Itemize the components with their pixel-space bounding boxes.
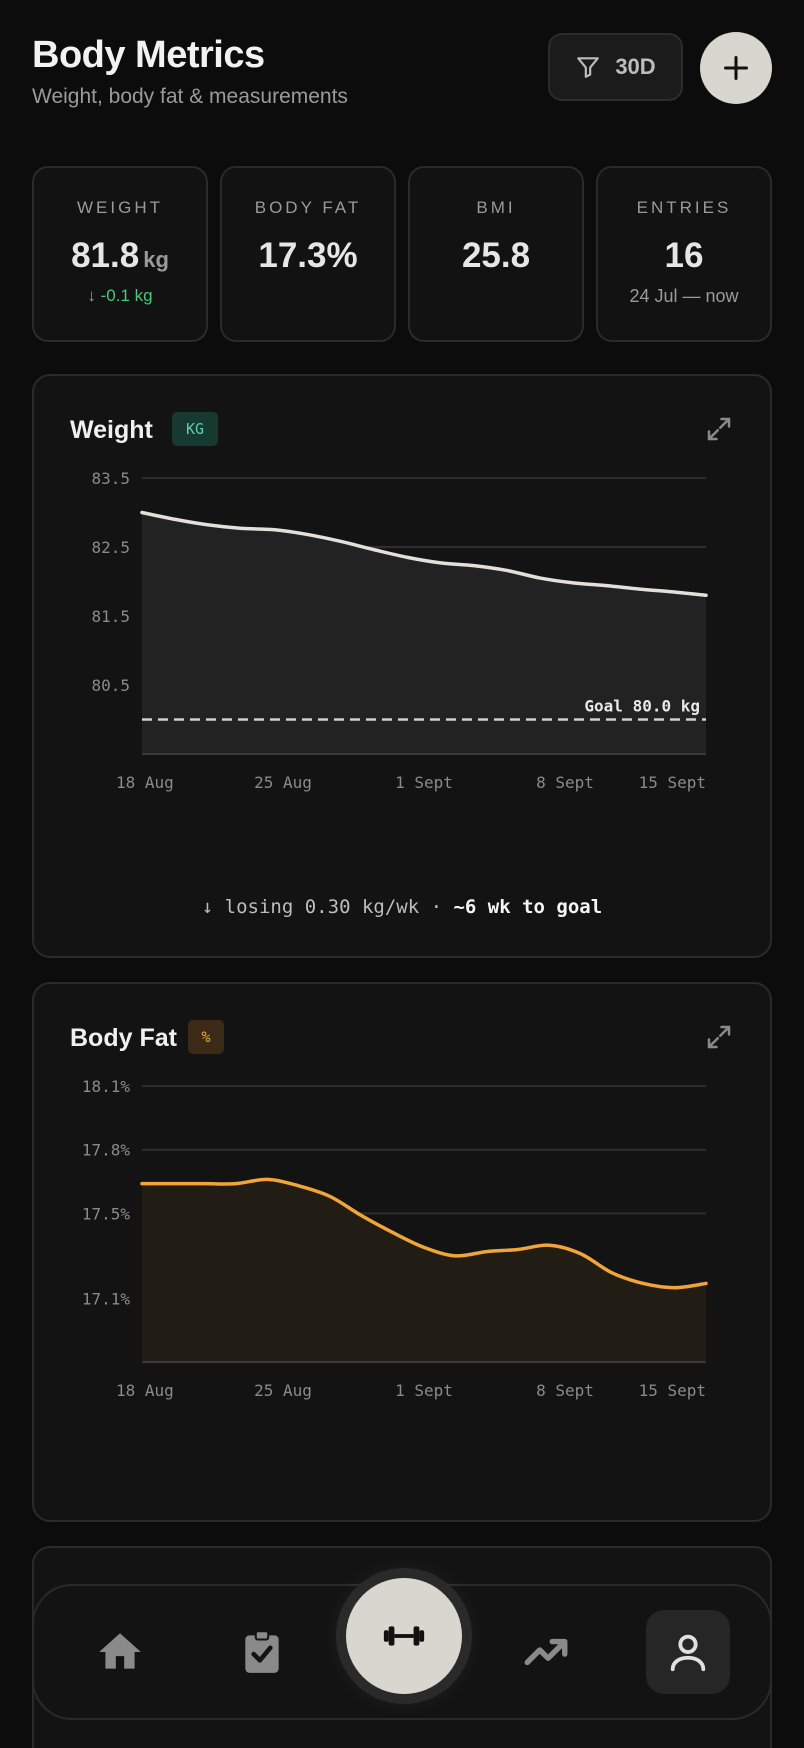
x-tick-label: 1 Sept <box>395 773 453 792</box>
nav-workout[interactable] <box>346 1578 462 1694</box>
bmi-value: 25.8 <box>461 236 531 275</box>
entries-value: 16 <box>664 236 704 275</box>
y-tick-label: 83.5 <box>91 469 130 488</box>
y-tick-label: 82.5 <box>91 538 130 557</box>
y-tick-label: 17.1% <box>82 1289 131 1308</box>
weight-goal-eta: ~6 wk to goal <box>453 896 603 918</box>
x-tick-label: 25 Aug <box>254 1381 312 1400</box>
body-fat-chart-card: Body Fat % 18.1% 17.8% 17.5% 17.1% 18 Aug 25 … <box>32 982 772 1522</box>
x-tick-label: 1 Sept <box>395 1381 453 1400</box>
unit-tag: % <box>188 1020 224 1054</box>
x-tick-label: 8 Sept <box>536 1381 594 1400</box>
weight-unit: kg <box>143 247 169 272</box>
weight-chart: 83.5 82.5 81.5 80.5 Goal 80.0 kg 18 Aug 25 Aug… <box>91 469 708 792</box>
nav-tasks[interactable] <box>230 1620 294 1684</box>
y-tick-label: 17.8% <box>82 1141 131 1160</box>
weight-summary: ↓ losing 0.30 kg/wk · ~6 wk to goal <box>34 896 770 918</box>
page-header: Body Metrics Weight, body fat & measurem… <box>32 34 348 109</box>
card-title: Body Fat <box>70 1024 177 1052</box>
series-area <box>142 1179 706 1362</box>
expand-icon <box>707 1025 731 1049</box>
home-icon <box>99 1633 141 1669</box>
body-fat-value: 17.3% <box>258 236 358 275</box>
y-tick-label: 80.5 <box>91 676 130 695</box>
x-tick-label: 15 Sept <box>639 773 706 792</box>
dumbbell-icon <box>383 1626 425 1646</box>
nav-home[interactable] <box>88 1620 152 1684</box>
weight-trend-text: ↓ losing 0.30 kg/wk · <box>201 896 443 918</box>
y-tick-label: 81.5 <box>91 607 130 626</box>
stat-card-entries: ENTRIES 16 24 Jul — now <box>596 166 772 342</box>
weight-delta: ↓ -0.1 kg <box>87 286 153 305</box>
x-tick-label: 8 Sept <box>536 773 594 792</box>
page-title: Body Metrics <box>32 34 265 76</box>
date-range-filter-button[interactable]: 30D <box>548 33 683 101</box>
bottom-navigation <box>32 1578 772 1720</box>
trending-up-icon <box>524 1638 568 1666</box>
card-title: Weight <box>70 416 153 444</box>
x-tick-label: 18 Aug <box>116 1381 174 1400</box>
filter-label: 30D <box>615 54 656 79</box>
x-tick-label: 15 Sept <box>639 1381 706 1400</box>
weight-value: 81.8 <box>71 236 140 275</box>
entries-range: 24 Jul — now <box>629 286 739 306</box>
stat-card-weight: WEIGHT 81.8 kg ↓ -0.1 kg <box>32 166 208 342</box>
x-tick-label: 25 Aug <box>254 773 312 792</box>
series-line <box>140 510 708 598</box>
weight-chart-card: Weight KG 83.5 82.5 81.5 80.5 Goal 80.0 kg 18… <box>32 374 772 958</box>
page-subtitle: Weight, body fat & measurements <box>32 85 348 108</box>
stat-card-body-fat: BODY FAT 17.3% <box>220 166 396 342</box>
expand-icon <box>707 417 731 441</box>
stat-label: WEIGHT <box>77 198 163 217</box>
expand-button[interactable] <box>704 414 734 449</box>
unit-tag: KG <box>172 412 218 446</box>
stat-label: BMI <box>476 198 516 217</box>
add-entry-button[interactable] <box>700 32 772 104</box>
series-line <box>140 1177 708 1290</box>
nav-profile[interactable] <box>646 1610 730 1694</box>
series-area <box>142 512 706 754</box>
x-tick-label: 18 Aug <box>116 773 174 792</box>
filter-icon <box>577 57 600 78</box>
expand-button[interactable] <box>704 1022 734 1057</box>
clipboard-check-icon <box>245 1630 279 1673</box>
user-icon <box>670 1634 706 1672</box>
goal-label: Goal 80.0 kg <box>584 697 700 716</box>
plus-icon <box>723 55 749 81</box>
stat-label: ENTRIES <box>636 198 732 217</box>
body-fat-chart: 18.1% 17.8% 17.5% 17.1% 18 Aug 25 Aug 1 Sept 8 … <box>82 1077 708 1400</box>
stat-value: 81.8 kg <box>34 236 206 276</box>
stat-card-bmi: BMI 25.8 <box>408 166 584 342</box>
y-tick-label: 17.5% <box>82 1204 131 1223</box>
y-tick-label: 18.1% <box>82 1077 131 1096</box>
nav-progress[interactable] <box>514 1620 578 1684</box>
stat-label: BODY FAT <box>254 198 362 217</box>
